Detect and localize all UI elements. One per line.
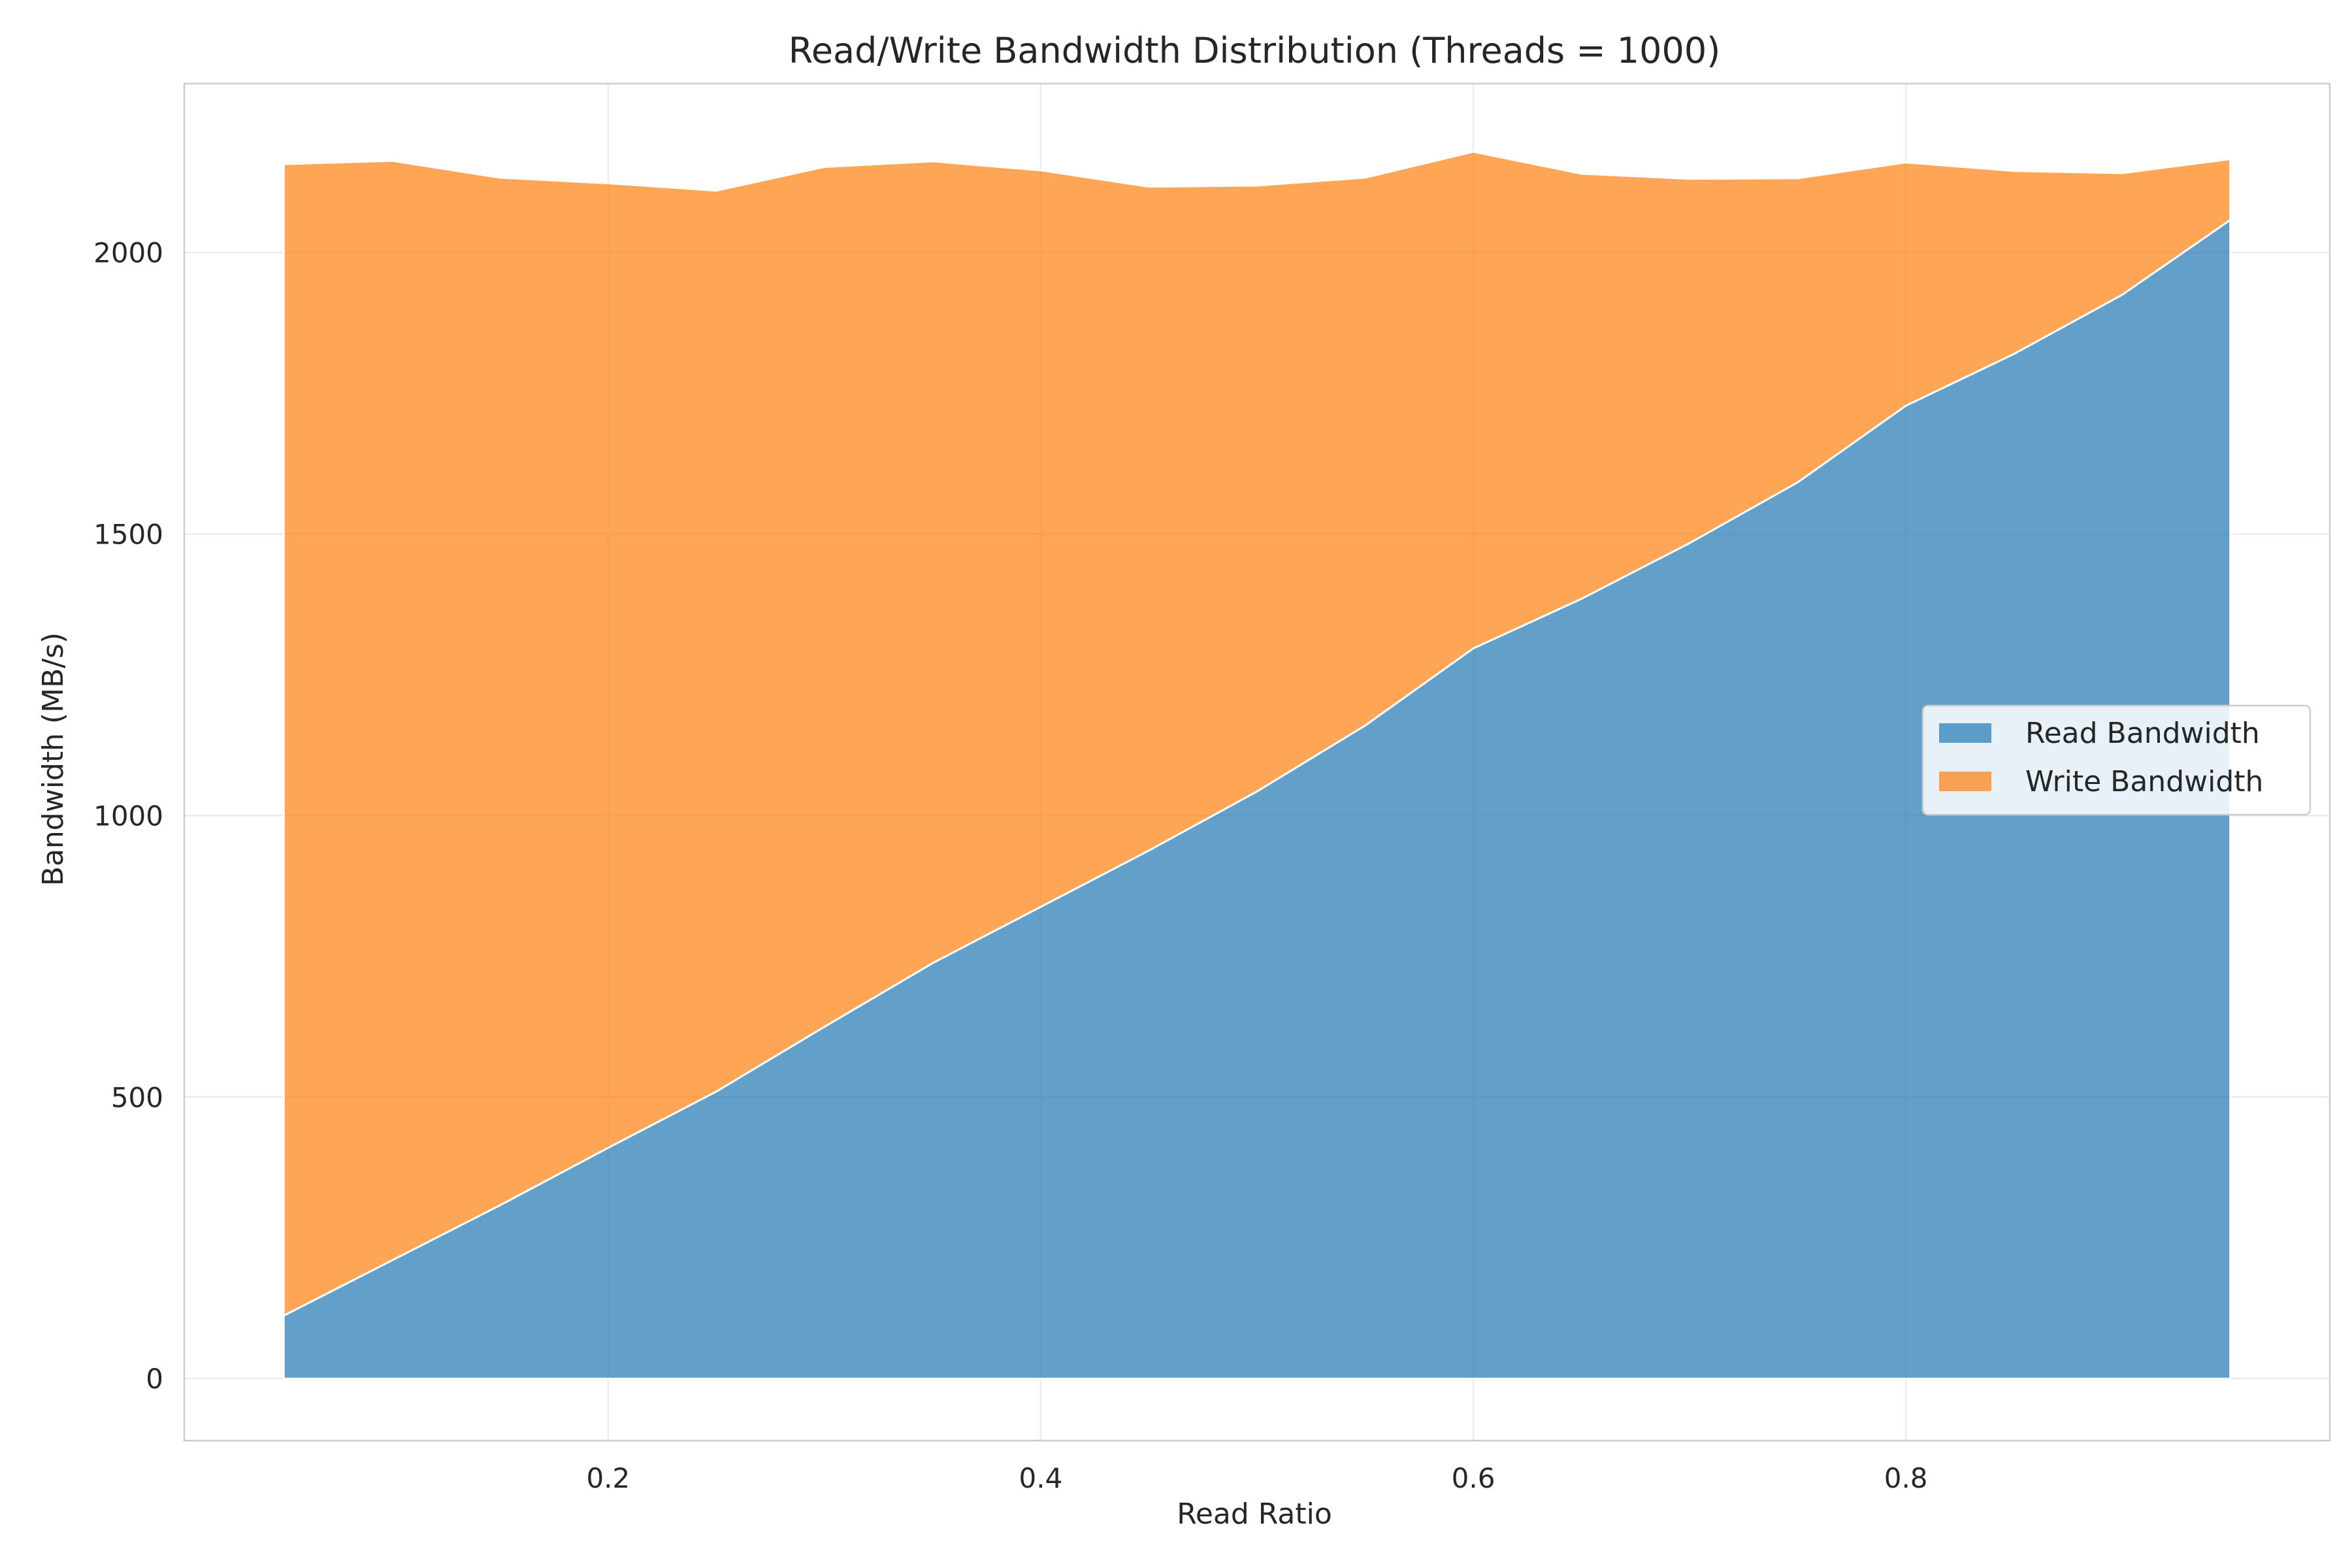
legend-swatch-read — [1939, 723, 1991, 743]
plot-frame — [183, 82, 2331, 1442]
y-tick-label: 1000 — [93, 800, 163, 832]
x-axis-ticks: 0.2 0.4 0.6 0.8 — [586, 1462, 1927, 1494]
y-axis-label: Bandwidth (MB/s) — [37, 632, 70, 886]
legend-swatch-write — [1939, 772, 1991, 791]
x-tick-label: 0.6 — [1452, 1462, 1495, 1494]
x-axis-label: Read Ratio — [1177, 1497, 1332, 1531]
legend-label-write: Write Bandwidth — [2025, 765, 2263, 798]
x-tick-label: 0.8 — [1884, 1462, 1928, 1494]
y-axis-ticks: 0 500 1000 1500 2000 — [93, 237, 163, 1396]
stacked-areas — [282, 150, 2232, 1380]
legend: Read Bandwidth Write Bandwidth — [1921, 704, 2311, 816]
y-tick-label: 1500 — [93, 518, 163, 550]
x-tick-label: 0.4 — [1019, 1462, 1063, 1494]
write-bandwidth-area — [282, 150, 2232, 1317]
legend-label-read: Read Bandwidth — [2025, 717, 2260, 750]
chart-title: Read/Write Bandwidth Distribution (Threa… — [789, 30, 1721, 71]
x-tick-label: 0.2 — [586, 1462, 630, 1494]
y-tick-label: 500 — [111, 1081, 163, 1113]
y-tick-label: 2000 — [93, 237, 163, 269]
y-tick-label: 0 — [146, 1363, 163, 1395]
legend-box — [1921, 704, 2311, 816]
